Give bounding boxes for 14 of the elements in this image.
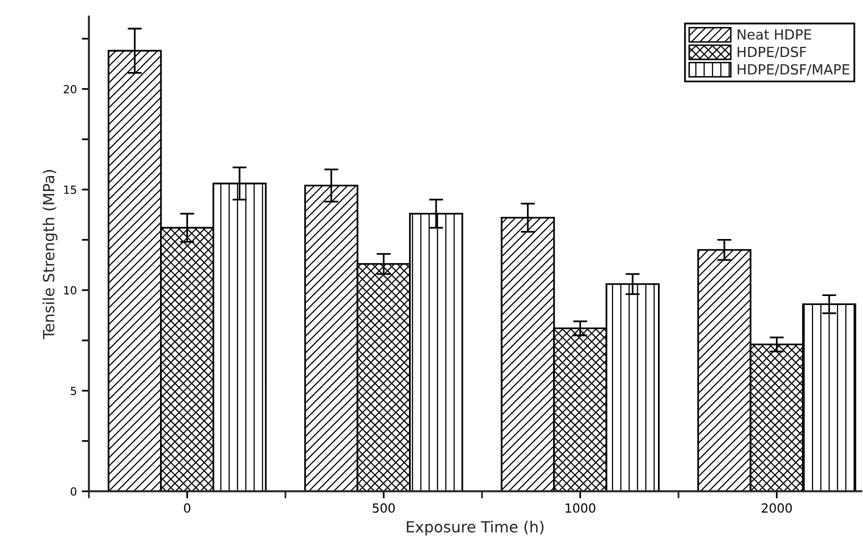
y-axis-title: Tensile Strength (MPa) [42,170,58,340]
y-tick-label: 5 [70,386,76,396]
y-tick-label: 0 [70,487,76,496]
y-tick-label: 20 [64,84,76,94]
legend-label: HDPE/DSF/MAPE [738,64,850,76]
x-tick-label: 1000 [566,503,596,513]
y-tick-label: 10 [64,286,76,295]
legend-label: HDPE/DSF [738,46,806,58]
legend-label: Neat HDPE [738,29,812,40]
y-tick-label: 15 [64,186,76,194]
x-tick-label: 0 [184,503,190,513]
x-tick-label: 2000 [762,503,792,513]
x-tick-label: 500 [372,503,395,513]
x-axis-title: Exposure Time (h) [406,520,544,536]
